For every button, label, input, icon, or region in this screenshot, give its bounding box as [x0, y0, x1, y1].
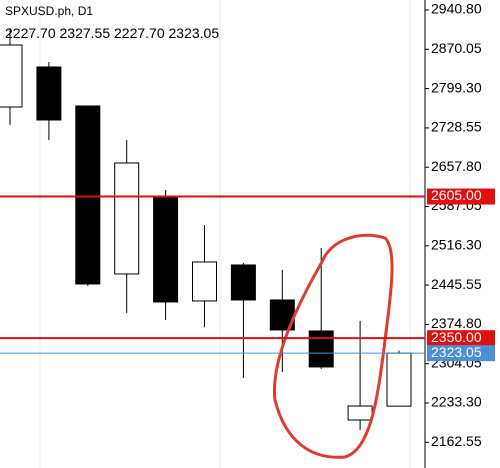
ohlc-high: 2327.55 [60, 25, 111, 41]
price-label-box [427, 345, 495, 362]
y-tick-label: 2233.30 [431, 394, 482, 410]
ohlc-readout: 2227.70 2327.55 2227.70 2323.05 [5, 25, 219, 41]
y-tick-label: 2657.80 [431, 158, 482, 174]
candle-body [386, 352, 412, 407]
candle-body [347, 405, 373, 421]
candle-body [230, 264, 256, 301]
ohlc-close: 2323.05 [169, 25, 220, 41]
y-tick-label: 2516.30 [431, 237, 482, 253]
ohlc-low: 2227.70 [114, 25, 165, 41]
price-label: 2323.05 [431, 344, 482, 360]
candle-body [36, 66, 62, 121]
candle-body [192, 261, 217, 302]
y-tick-label: 2799.30 [431, 79, 482, 95]
candle-body [114, 162, 140, 275]
ohlc-open: 2227.70 [5, 25, 56, 41]
candle-body [153, 195, 179, 303]
y-tick-label: 2445.55 [431, 276, 482, 292]
annotation-circle [272, 233, 394, 459]
price-label: 2605.00 [431, 187, 482, 203]
y-tick-label: 2870.05 [431, 40, 482, 56]
plot [0, 9, 429, 443]
price-label-box [427, 330, 495, 347]
y-tick-label: 2162.55 [431, 433, 482, 449]
y-tick-label: 2940.80 [431, 1, 482, 17]
candle-body [0, 44, 23, 108]
price-label-box [427, 188, 495, 205]
chart-title: SPXUSD.ph, D1 [5, 4, 93, 18]
y-tick-label: 2728.55 [431, 119, 482, 135]
y-tick-label: 2374.80 [431, 315, 482, 331]
candle-body [75, 105, 101, 285]
price-label: 2350.00 [431, 329, 482, 345]
candle-body [308, 330, 334, 368]
